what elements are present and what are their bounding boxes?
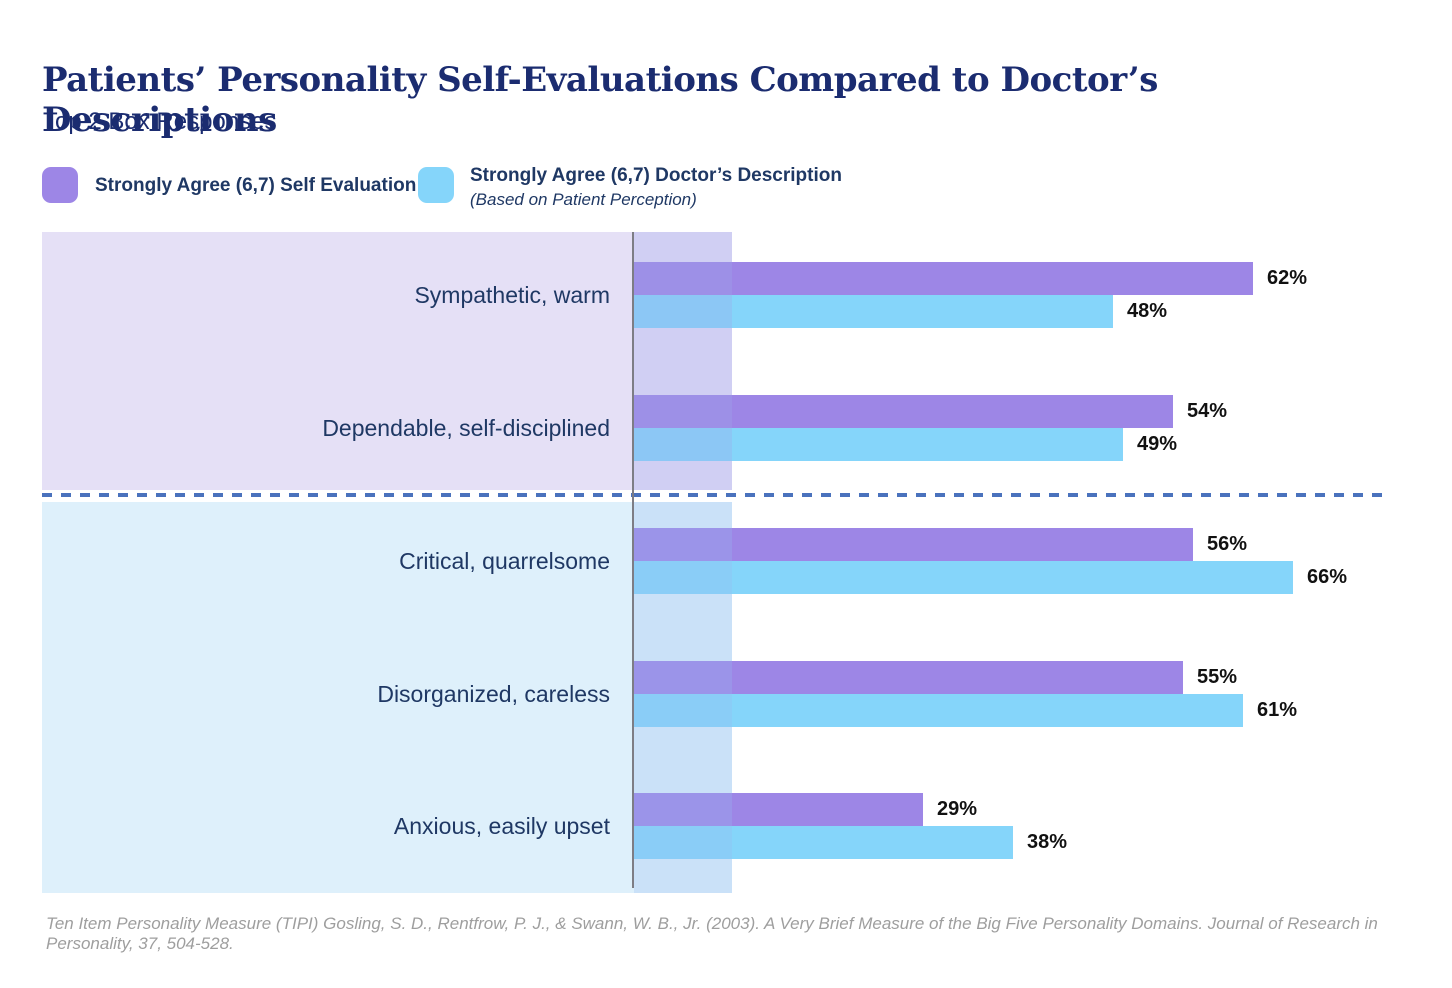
chart-row: Dependable, self-disciplined 54% 49% bbox=[0, 395, 1452, 461]
legend-label-doctor-description: Strongly Agree (6,7) Doctor’s Descriptio… bbox=[470, 165, 842, 186]
chart-row: Disorganized, careless 55% 61% bbox=[0, 661, 1452, 727]
bar-doctor-description bbox=[633, 561, 1293, 594]
value-label: 66% bbox=[1307, 566, 1348, 588]
category-label: Critical, quarrelsome bbox=[399, 548, 610, 574]
value-label: 49% bbox=[1137, 433, 1178, 455]
bar-doctor-description bbox=[633, 295, 1113, 328]
axis-overlay-strip-negative bbox=[634, 502, 732, 893]
source-citation: Ten Item Personality Measure (TIPI) Gosl… bbox=[46, 914, 1378, 953]
bar-self-evaluation bbox=[633, 395, 1173, 428]
bar-self-evaluation bbox=[633, 661, 1183, 694]
category-label: Disorganized, careless bbox=[377, 681, 610, 707]
chart-row: Critical, quarrelsome 56% 66% bbox=[0, 528, 1452, 594]
negative-traits-band bbox=[42, 502, 732, 893]
bar-self-evaluation bbox=[633, 528, 1193, 561]
legend-swatch-doctor-description bbox=[418, 167, 454, 203]
bar-doctor-description bbox=[633, 826, 1013, 859]
page-title: Patients’ Personality Self-Evaluations C… bbox=[42, 60, 1158, 140]
bar-self-evaluation bbox=[633, 262, 1253, 295]
bar-doctor-description bbox=[633, 694, 1243, 727]
chart-row: Anxious, easily upset 29% 38% bbox=[0, 793, 1452, 859]
value-label: 29% bbox=[937, 798, 978, 820]
bar-self-evaluation bbox=[633, 793, 923, 826]
value-label: 48% bbox=[1127, 300, 1168, 322]
legend-swatch-self-evaluation bbox=[42, 167, 78, 203]
legend: Strongly Agree (6,7) Self Evaluation Str… bbox=[0, 165, 1452, 211]
category-label: Anxious, easily upset bbox=[393, 813, 610, 839]
value-label: 61% bbox=[1257, 699, 1298, 721]
value-label: 54% bbox=[1187, 400, 1228, 422]
value-label: 55% bbox=[1197, 666, 1238, 688]
axis-baseline bbox=[632, 232, 634, 888]
legend-sublabel-doctor-description: (Based on Patient Perception) bbox=[470, 190, 697, 209]
bar-doctor-description bbox=[633, 428, 1123, 461]
value-label: 38% bbox=[1027, 831, 1068, 853]
axis-overlay-strip-positive bbox=[634, 232, 732, 490]
chart-row: Sympathetic, warm 62% 48% bbox=[0, 262, 1452, 328]
category-label: Dependable, self-disciplined bbox=[322, 415, 610, 441]
value-label: 62% bbox=[1267, 267, 1308, 289]
positive-traits-band bbox=[42, 232, 732, 490]
legend-label-self-evaluation: Strongly Agree (6,7) Self Evaluation bbox=[95, 175, 417, 196]
value-label: 56% bbox=[1207, 533, 1248, 555]
category-label: Sympathetic, warm bbox=[414, 282, 610, 308]
traits-divider-dashed-line bbox=[42, 493, 1385, 497]
bar-chart: Sympathetic, warm 62% 48% Dependable, self-… bbox=[0, 232, 1452, 893]
page-subtitle: Top 2 Box Responses bbox=[43, 108, 277, 135]
